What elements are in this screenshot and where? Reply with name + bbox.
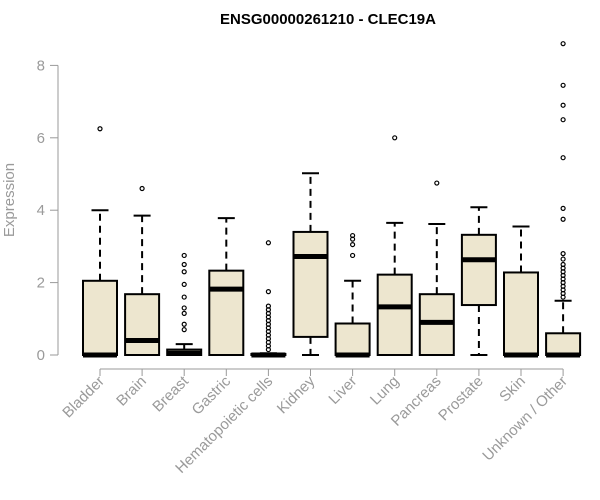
outlier-point: [181, 310, 187, 316]
outlier-point: [350, 252, 356, 259]
x-tick-label: Prostate: [435, 373, 487, 425]
box-iqr: [545, 332, 582, 356]
box-kidney: [292, 172, 329, 356]
outlier-point: [265, 240, 271, 246]
x-tick-label: Breast: [149, 372, 192, 415]
outlier-point: [181, 252, 187, 259]
box-iqr: [460, 233, 497, 307]
y-tick-label: 8: [37, 57, 45, 74]
y-axis-label: Expression: [1, 163, 18, 237]
box-breast: [166, 252, 203, 357]
box-iqr: [208, 269, 245, 356]
x-tick-label: Brain: [113, 373, 150, 410]
y-tick-label: 6: [37, 130, 45, 147]
box-prostate: [460, 206, 497, 356]
outlier-point: [181, 281, 187, 288]
outlier-point: [560, 251, 566, 257]
box-iqr: [82, 279, 118, 357]
outlier-point: [97, 126, 103, 132]
box-pancreas: [418, 180, 455, 356]
outlier-point: [560, 117, 566, 123]
outlier-point: [560, 82, 566, 88]
x-tick-label: Kidney: [274, 372, 319, 417]
outlier-point: [560, 216, 566, 222]
box-iqr: [376, 273, 413, 356]
outlier-point: [434, 180, 440, 186]
y-axis: 0 2 4 6 8: [37, 57, 59, 364]
x-tick-label: Skin: [496, 373, 529, 406]
box-gastric: [208, 217, 245, 356]
box-iqr: [334, 322, 371, 357]
outlier-point: [560, 256, 566, 262]
y-tick-label: 2: [37, 275, 45, 292]
outlier-point: [350, 241, 356, 248]
outlier-point: [560, 205, 566, 211]
x-tick-label: Liver: [325, 373, 360, 408]
chart-title: ENSG00000261210 - CLEC19A: [220, 11, 436, 28]
box-brain: [124, 185, 161, 356]
box-skin: [503, 225, 539, 358]
outlier-point: [181, 305, 187, 311]
outlier-point: [560, 41, 566, 47]
outlier-point: [181, 294, 187, 300]
outlier-point: [560, 155, 566, 161]
box-liver: [334, 232, 371, 358]
outlier-point: [181, 269, 187, 275]
outlier-point: [350, 232, 356, 239]
outlier-point: [181, 321, 187, 327]
boxes: [82, 41, 582, 358]
box-iqr: [292, 230, 329, 338]
x-tick-label: Lung: [367, 373, 403, 409]
outlier-point: [560, 261, 566, 268]
box-iqr: [503, 271, 539, 356]
y-tick-label: 4: [37, 202, 45, 219]
y-tick-label: 0: [37, 347, 45, 364]
x-tick-label: Bladder: [59, 373, 108, 422]
outlier-point: [139, 185, 145, 192]
outlier-point: [181, 261, 187, 268]
outlier-point: [392, 135, 398, 141]
outlier-point: [265, 303, 271, 309]
outlier-point: [265, 289, 271, 295]
outlier-point: [560, 102, 566, 108]
box-lung: [376, 135, 413, 356]
box-unknown-other: [545, 41, 582, 358]
box-hematopoietic-cells: [250, 240, 287, 358]
outlier-point: [181, 327, 187, 333]
box-iqr: [124, 293, 161, 356]
box-bladder: [82, 126, 118, 358]
